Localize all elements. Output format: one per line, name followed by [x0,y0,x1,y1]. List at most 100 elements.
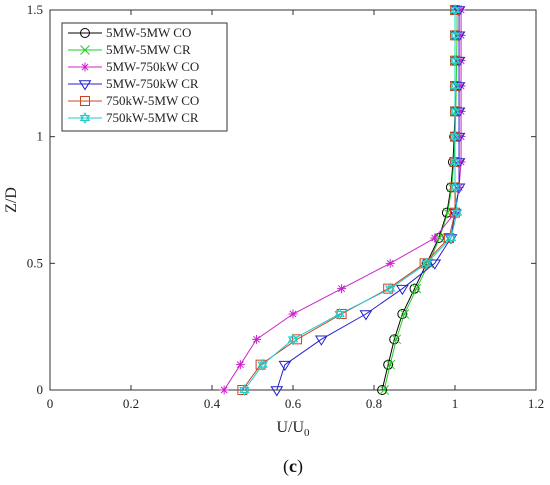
series-line [276,10,460,391]
legend: 5MW-5MW CO 5MW-5MW CR 5MW-750kW CO 5MW-750k… [61,22,228,132]
data-point [391,334,402,345]
y-tick-label: 1 [37,129,44,144]
legend-item-3: 5MW-750kW CR [68,76,199,91]
series-layer [219,3,466,397]
data-point [385,258,395,268]
series-line [243,10,458,391]
data-point-inner [449,133,461,143]
x-axis-label-main: U/U [276,419,304,436]
data-point [449,155,461,165]
x-tick-label: 1 [452,396,459,411]
legend-label: 750kW-5MW CR [106,110,199,125]
data-point [430,233,440,243]
data-point [449,79,461,89]
legend-marker [80,62,90,72]
y-tick-label: 0.5 [27,255,43,270]
data-point [456,56,466,66]
data-point [219,385,229,395]
data-point [456,30,466,40]
legend-label: 5MW-750kW CO [106,59,199,74]
data-point [252,334,262,344]
data-point [449,3,461,13]
legend-marker-inner [79,115,91,125]
data-point [397,309,408,319]
data-point [359,310,373,321]
data-point-inner [287,336,299,346]
data-point-inner [449,108,461,118]
data-point-inner [449,7,461,17]
legend-item-2: 5MW-750kW CO [68,59,199,74]
legend-label: 5MW-750kW CR [106,76,199,91]
data-point [399,309,410,319]
data-point [334,308,345,317]
data-point [449,105,461,115]
x-tick-label: 0.6 [285,396,302,411]
data-point [314,335,328,346]
data-point [449,29,461,39]
data-point-inner [449,83,461,93]
data-point-inner [449,32,461,42]
legend-marker [78,80,92,91]
legend-marker [80,96,90,106]
legend-item-4: 750kW-5MW CO [68,93,199,108]
data-point [288,309,298,319]
data-point-inner [449,57,461,67]
x-tick-label: 1.2 [528,396,544,411]
series-line [383,10,458,391]
data-point [456,5,466,15]
legend-marker [80,28,90,38]
data-point-inner [449,184,461,194]
x-tick-label: 0.8 [366,396,382,411]
data-point-inner [239,387,250,397]
data-point [389,334,400,345]
data-point [445,231,457,241]
panel-label-open: ( [283,456,289,477]
legend-marker [79,111,91,121]
legend-box [61,22,228,132]
data-point-inner [334,311,345,320]
data-point [337,284,347,294]
data-point-inner [421,260,432,270]
data-point [456,157,466,167]
legend-item-5: 750kW-5MW CR [68,110,199,125]
legend-item-1: 5MW-5MW CR [68,42,191,57]
data-point [428,259,442,270]
data-point [278,360,292,372]
data-point [257,358,268,368]
legend-marker [80,45,90,55]
data-point [449,54,461,64]
x-tick-label: 0 [47,396,54,411]
series-3 [270,6,466,397]
data-point [377,385,388,395]
y-tick-label: 0 [37,382,44,397]
data-point [456,106,466,116]
data-point [449,181,461,191]
data-point [411,283,422,294]
legend-item-0: 5MW-5MW CO [68,25,191,40]
x-tick-label: 0.2 [123,396,139,411]
data-point [451,206,463,216]
data-point [456,132,466,142]
data-point [395,284,409,296]
data-point [270,386,284,397]
data-point-inner [445,235,457,245]
panel-label-close: ) [297,456,303,477]
data-point [385,282,396,292]
data-point [449,130,461,140]
data-point [456,81,466,91]
y-tick-label: 1.5 [27,2,43,17]
series-5 [239,3,463,397]
data-point-inner [451,209,463,219]
data-point [239,383,250,393]
x-axis-label: U/U0 [276,419,310,439]
data-point-inner [449,159,461,169]
data-point [235,360,245,370]
legend-items: 5MW-5MW CO 5MW-5MW CR 5MW-750kW CO 5MW-750k… [68,25,199,125]
y-axis-label: Z/D [3,187,20,213]
panel-label-letter: c [289,456,297,476]
legend-label: 750kW-5MW CO [106,93,199,108]
legend-label: 5MW-5MW CO [106,25,191,40]
legend-label: 5MW-5MW CR [106,42,191,57]
data-point-inner [257,361,268,371]
